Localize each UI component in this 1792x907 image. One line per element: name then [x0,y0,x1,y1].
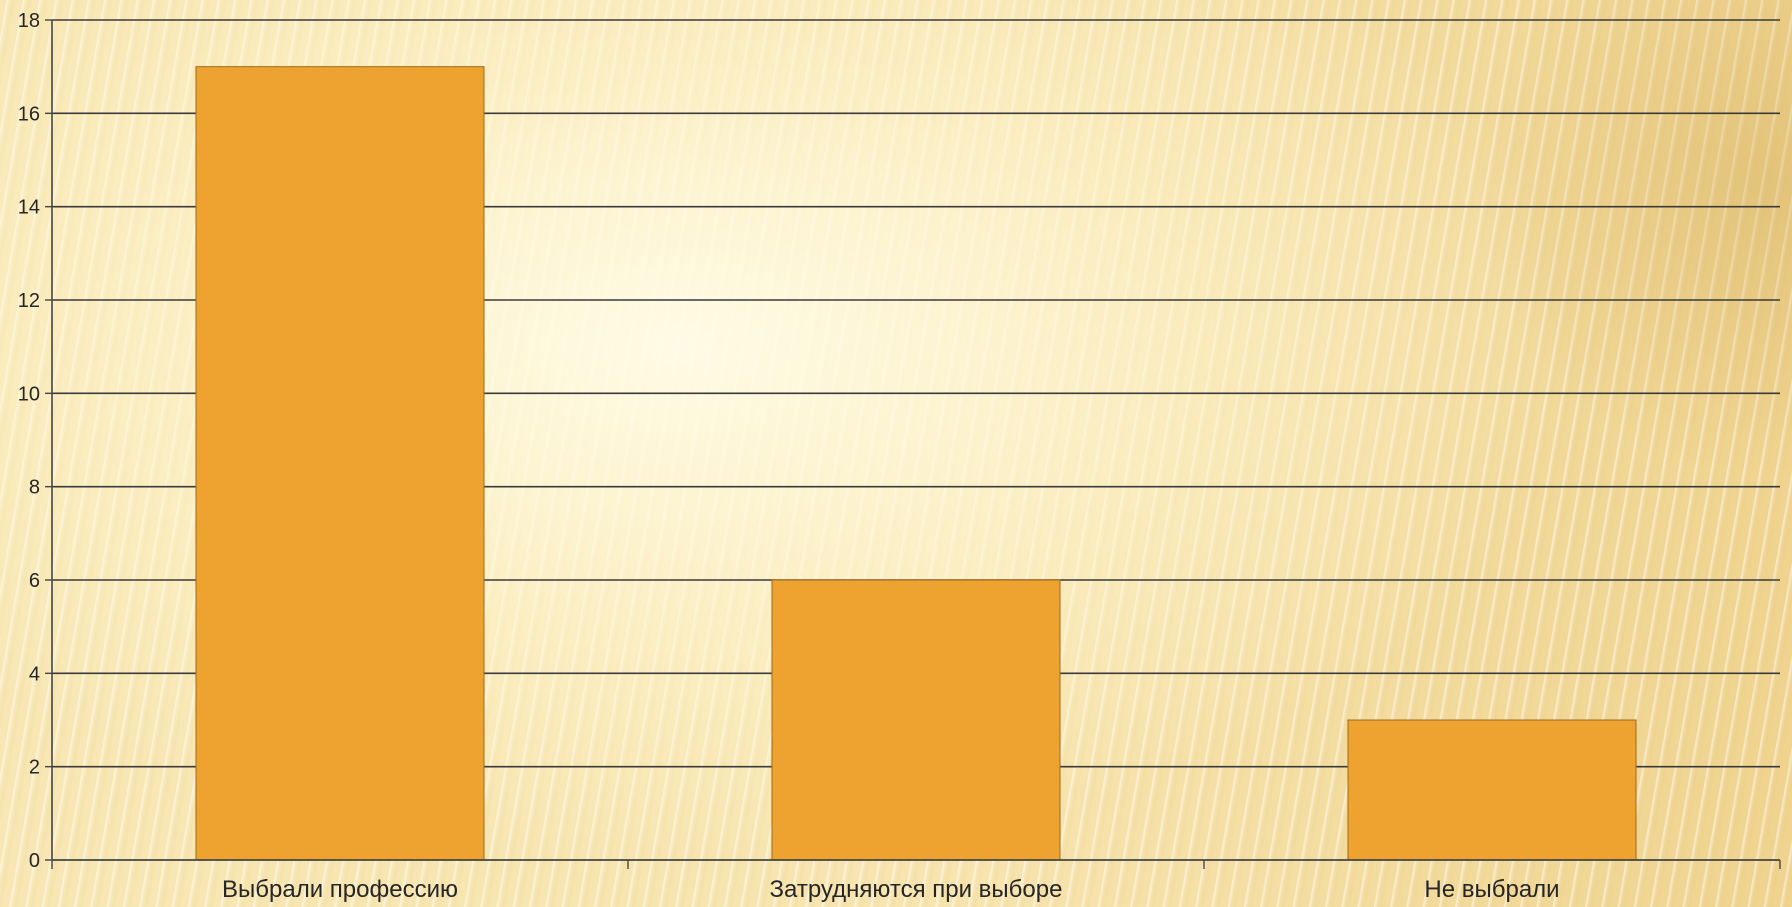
bar-2 [771,579,1061,861]
y-tick-label: 16 [18,103,40,125]
y-tick-label: 4 [29,663,40,685]
y-tick-label: 8 [29,477,40,499]
x-axis-labels: Выбрали профессию Затрудняются при выборе… [222,876,1560,903]
y-tick-label: 2 [29,757,40,779]
y-tick-label: 14 [18,197,40,219]
y-tick-label: 0 [29,850,40,872]
bars [195,66,1637,861]
x-category-label: Затрудняются при выборе [770,876,1063,903]
y-axis-ticks: 0 2 4 6 8 10 12 14 16 18 [18,10,52,872]
y-tick-label: 10 [18,383,40,405]
axes [51,20,1781,869]
y-tick-label: 18 [18,10,40,32]
bar-1 [195,66,485,861]
x-category-label: Не выбрали [1424,876,1559,903]
y-tick-label: 12 [18,290,40,312]
x-category-label: Выбрали профессию [222,876,458,903]
bar-3 [1347,719,1637,861]
y-tick-label: 6 [29,570,40,592]
